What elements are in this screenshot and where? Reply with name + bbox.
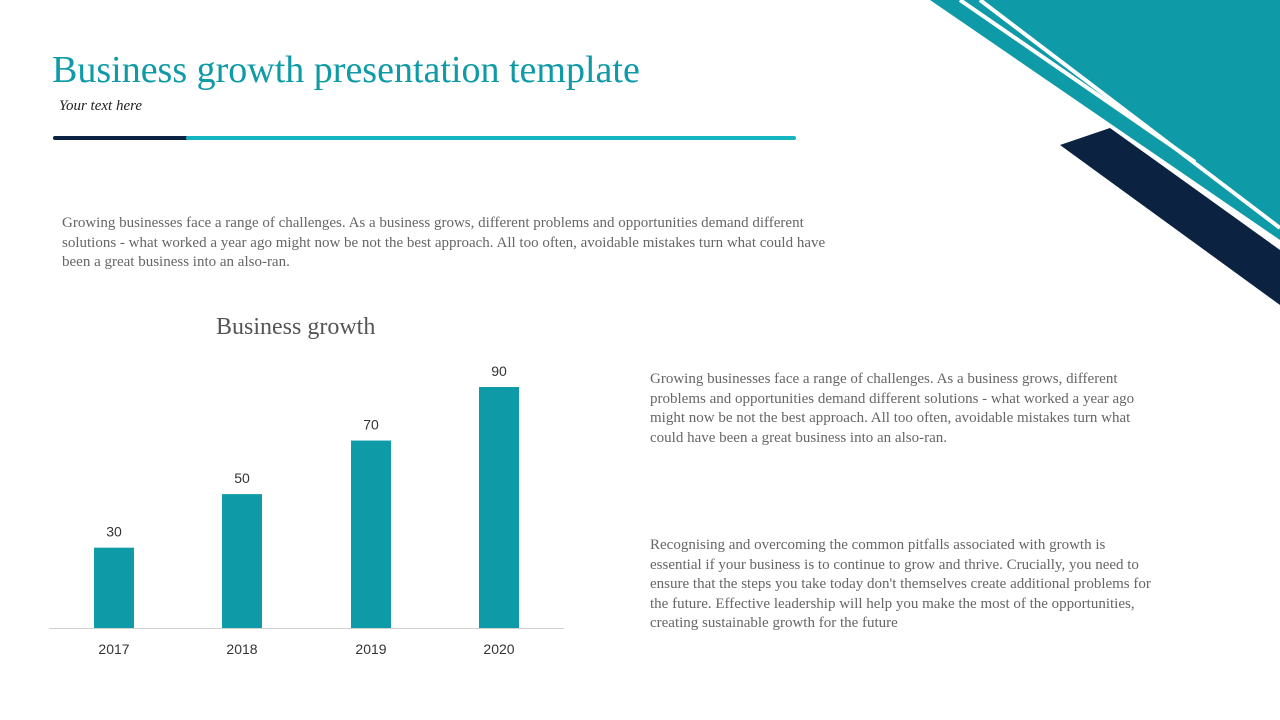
page-title: Business growth presentation template [52, 49, 640, 91]
title-underline-dark [53, 136, 188, 140]
body-paragraph-2: Recognising and overcoming the common pi… [650, 537, 1151, 631]
bar-2018 [222, 494, 262, 628]
bar-2020 [479, 387, 519, 628]
bar-2017 [94, 547, 134, 628]
x-tick-label-2019: 2019 [355, 641, 386, 657]
title-underline-teal [186, 136, 796, 140]
data-label-2017: 30 [106, 524, 122, 540]
data-label-2020: 90 [491, 363, 507, 379]
x-tick-label-2020: 2020 [483, 641, 514, 657]
data-label-2019: 70 [363, 417, 379, 433]
x-tick-label-2017: 2017 [98, 641, 129, 657]
data-label-2018: 50 [234, 470, 250, 486]
bar-2019 [351, 440, 391, 628]
body-paragraph-1: Growing businesses face a range of chall… [650, 371, 1135, 446]
x-tick-label-2018: 2018 [226, 641, 257, 657]
intro-paragraph: Growing businesses face a range of chall… [62, 215, 826, 270]
page-subtitle: Your text here [59, 98, 143, 114]
chart-title: Business growth [216, 314, 376, 340]
